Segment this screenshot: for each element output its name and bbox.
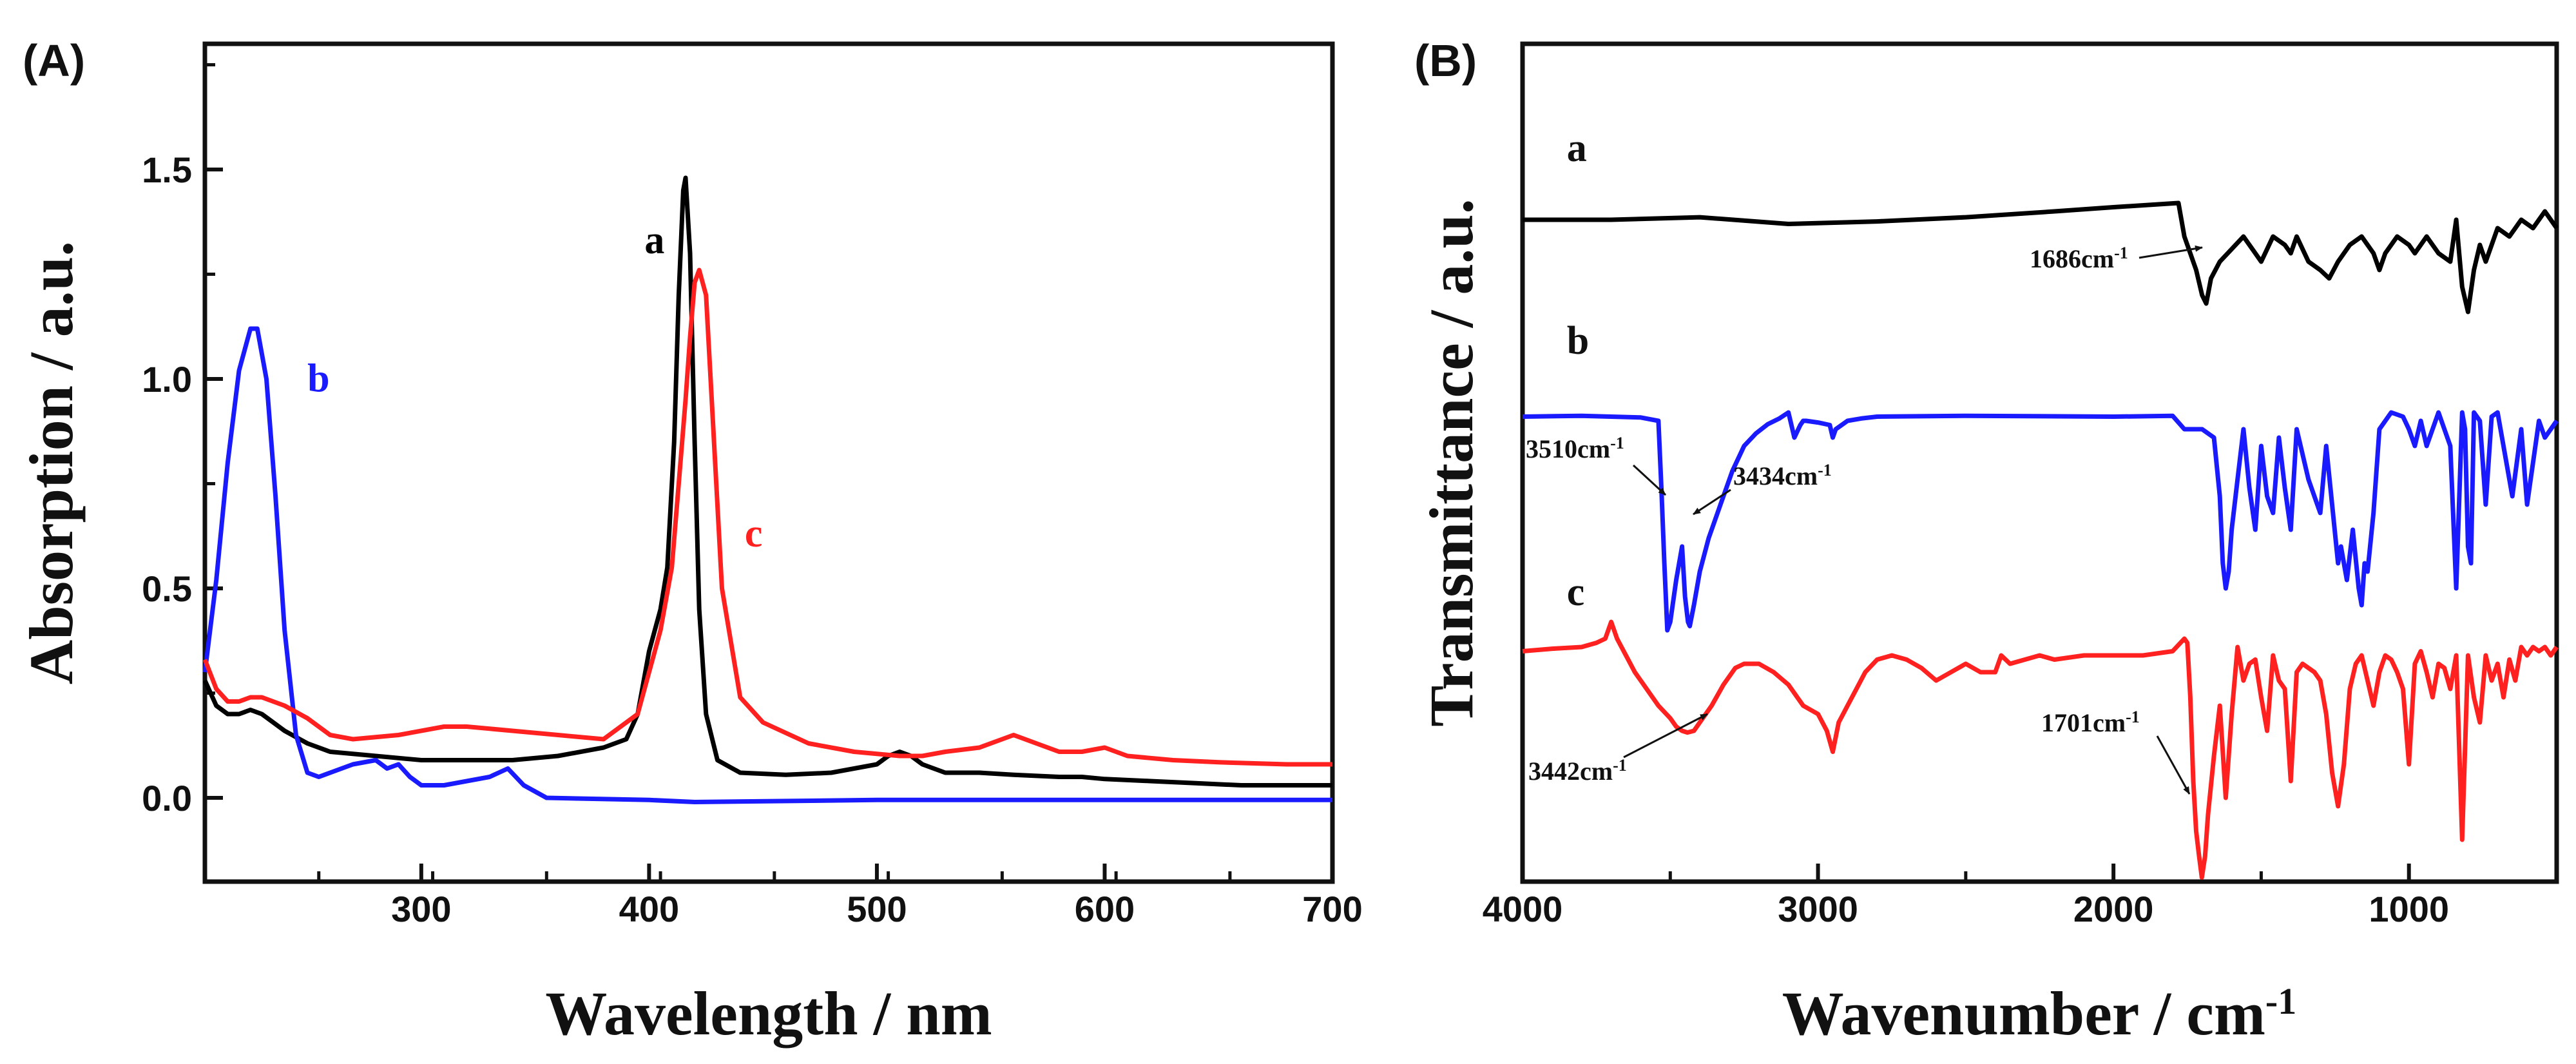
annotation-3510-text: 3510cm (1526, 434, 1610, 463)
panel-b-x-tick-label: 2000 (2073, 889, 2154, 929)
annotation-3442-sup: -1 (1613, 756, 1627, 775)
panel-a-x-tick-label: 300 (391, 889, 451, 929)
panel-a-y-axis-title: Absorption / a.u. (17, 241, 86, 684)
svg-text:3442cm-1: 3442cm-1 (1528, 756, 1627, 786)
annotation-3442-text: 3442cm (1528, 757, 1613, 786)
panel-a-series (202, 175, 1332, 804)
panel-b-series-b (1522, 410, 2559, 633)
panel-b-tick-labels: 4000 3000 2000 1000 (1483, 889, 2449, 929)
panel-a-x-tick-label: 500 (847, 889, 907, 929)
panel-a-series-c (202, 267, 1332, 767)
annotation-3510-arrow (1632, 464, 1667, 496)
panel-a-x-tick-label: 700 (1302, 889, 1362, 929)
annotation-1701: 1701cm-1 (2041, 708, 2191, 795)
panel-b-label: (B) (1414, 35, 1477, 86)
panel-a: (A) 300 400 500 600 700 0.0 0.5 1.0 1.5 a b c Wave… (17, 35, 1363, 1048)
panel-a-y-tick-label: 1.5 (142, 150, 192, 190)
annotation-1701-arrow (2156, 735, 2191, 795)
panel-b-series-a (1523, 200, 2559, 314)
panel-a-x-axis-title: Wavelength / nm (545, 979, 992, 1048)
annotation-3442-arrow (1623, 713, 1708, 759)
annotation-1701-sup: -1 (2126, 708, 2140, 726)
annotation-3510: 3510cm-1 (1526, 434, 1667, 496)
panel-b-curve-labels: a b c (1567, 126, 1589, 614)
panel-b-x-axis-title: Wavenumber / cm-1 (1782, 979, 2297, 1048)
svg-text:1701cm-1: 1701cm-1 (2041, 708, 2140, 738)
panel-a-series-b (202, 326, 1332, 804)
panel-a-y-tick-label: 0.5 (142, 568, 192, 609)
panel-a-y-tick-label: 1.0 (142, 359, 192, 400)
svg-text:3510cm-1: 3510cm-1 (1526, 434, 1624, 464)
panel-b-curve-label-c: c (1567, 570, 1585, 614)
panel-a-tick-labels: 300 400 500 600 700 0.0 0.5 1.0 1.5 (142, 150, 1363, 929)
panel-b-series-c (1522, 619, 2559, 880)
panel-b-curve-label-b: b (1567, 319, 1589, 363)
panel-b-ticks (1521, 864, 2411, 882)
annotation-1686-sup: -1 (2114, 244, 2128, 262)
annotation-3442: 3442cm-1 (1528, 713, 1708, 786)
panel-b-x-axis-title-sup: -1 (2265, 980, 2296, 1022)
annotation-3434-arrow (1693, 488, 1731, 516)
panel-a-curve-label-c: c (745, 512, 763, 556)
panel-a-x-tick-label: 600 (1075, 889, 1135, 929)
annotation-3434-sup: -1 (1818, 461, 1832, 479)
panel-a-y-tick-label: 0.0 (142, 778, 192, 818)
panel-b-y-axis-title: Transmittance / a.u. (1417, 198, 1486, 727)
panel-a-label: (A) (23, 35, 85, 86)
panel-b-x-tick-label: 1000 (2369, 889, 2449, 929)
panel-b-series (1522, 200, 2559, 880)
annotation-1686: 1686cm-1 (2030, 244, 2203, 274)
svg-text:1686cm-1: 1686cm-1 (2030, 244, 2128, 274)
panel-a-curve-label-a: a (644, 218, 664, 262)
panel-a-curve-label-b: b (307, 357, 329, 401)
panel-a-x-tick-label: 400 (619, 889, 679, 929)
panel-a-ticks (205, 63, 1334, 882)
panel-b-plot-frame (1520, 41, 2559, 884)
panel-b-x-axis-title-text: Wavenumber / cm (1782, 979, 2265, 1048)
annotation-1686-text: 1686cm (2030, 244, 2114, 273)
annotation-3434-text: 3434cm (1733, 461, 1818, 490)
annotation-1701-text: 1701cm (2041, 708, 2126, 737)
annotation-3434: 3434cm-1 (1693, 461, 1832, 516)
panel-b-x-tick-label: 3000 (1778, 889, 1858, 929)
panel-b-curve-label-a: a (1567, 126, 1587, 170)
panel-a-curve-labels: a b c (307, 218, 762, 556)
panel-b: (B) 4000 3000 2000 1000 abc 1686cm-1 3510cm… (1414, 35, 2559, 1048)
panel-b-x-tick-label: 4000 (1483, 889, 1563, 929)
annotation-3510-sup: -1 (1610, 434, 1624, 452)
panel-a-series-a (202, 175, 1332, 788)
panel-a-plot-frame (202, 41, 1335, 884)
annotation-1686-arrow (2139, 245, 2203, 259)
svg-text:3434cm-1: 3434cm-1 (1733, 461, 1832, 491)
